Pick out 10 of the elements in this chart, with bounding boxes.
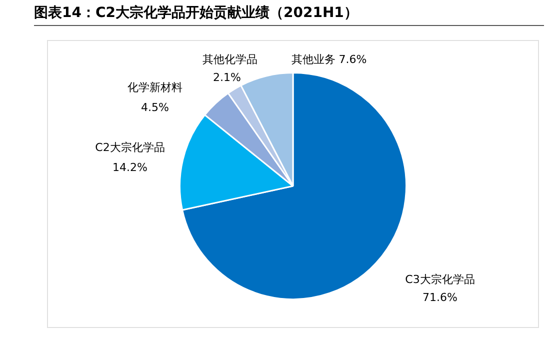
- slice-label: 其他业务 7.6%: [291, 52, 367, 66]
- chart-title: 图表14：C2大宗化学品开始贡献业绩（2021H1）: [34, 4, 544, 26]
- data-label: 14.2%: [112, 160, 148, 174]
- slice-label: C2大宗化学品: [95, 140, 165, 154]
- slice-label: 化学新材料: [128, 80, 182, 94]
- data-label: 2.1%: [213, 70, 241, 84]
- slice-label: C3大宗化学品: [405, 272, 475, 286]
- data-label: 4.5%: [141, 100, 169, 114]
- data-label: 71.6%: [422, 290, 458, 304]
- slice-label: 其他化学品: [202, 52, 258, 66]
